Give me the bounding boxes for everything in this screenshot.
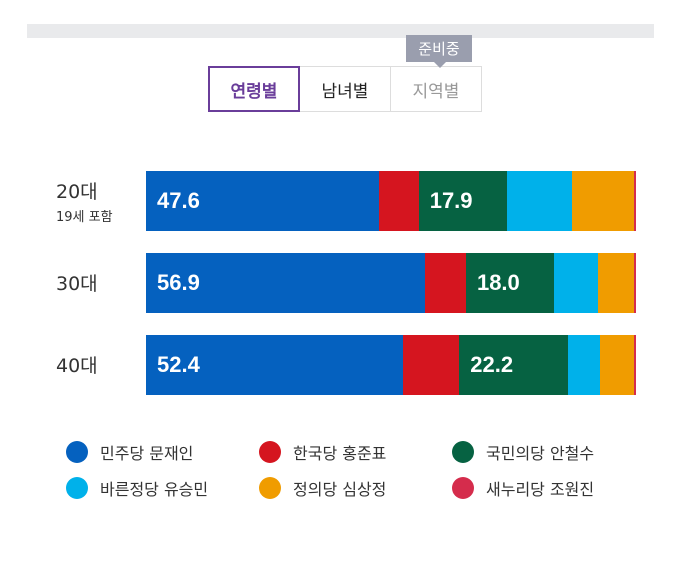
bar-segment xyxy=(379,171,419,231)
category-label: 20대 19세 포함 xyxy=(56,177,113,225)
bar-row: 47.6 17.9 xyxy=(146,171,636,231)
data-label: 22.2 xyxy=(470,352,514,377)
legend-dot-icon xyxy=(452,441,474,463)
legend-dot-icon xyxy=(259,441,281,463)
bar-segment xyxy=(634,253,636,313)
data-label: 52.4 xyxy=(157,352,200,377)
bar-segment xyxy=(403,335,460,395)
bar-segment xyxy=(554,253,599,313)
bar-segment: 22.2 xyxy=(459,335,569,395)
bar-segment xyxy=(424,253,466,313)
legend-item: 바른정당 유승민 xyxy=(66,476,259,500)
coming-soon-tooltip: 준비중 xyxy=(406,35,472,68)
legend-item: 정의당 심상정 xyxy=(259,476,452,500)
bar-segment: 47.6 xyxy=(146,171,380,231)
category-sublabel: 19세 포함 xyxy=(56,210,113,225)
tab-region[interactable]: 지역별 xyxy=(390,66,482,112)
legend-item: 새누리당 조원진 xyxy=(452,476,645,500)
legend-item: 민주당 문재인 xyxy=(66,440,259,464)
legend-dot-icon xyxy=(259,477,281,499)
legend-label: 정의당 심상정 xyxy=(293,480,387,499)
bar-segment xyxy=(598,253,635,313)
bar-segment: 52.4 xyxy=(146,335,404,395)
data-label: 47.6 xyxy=(157,188,200,213)
bar-segment: 17.9 xyxy=(418,171,507,231)
legend-label: 국민의당 안철수 xyxy=(486,444,595,463)
category-name: 30대 xyxy=(56,273,98,295)
category-name: 40대 xyxy=(56,355,98,377)
legend-label: 민주당 문재인 xyxy=(100,444,194,463)
bar-row: 56.9 18.0 xyxy=(146,253,636,313)
category-label: 40대 xyxy=(56,351,98,378)
tab-group: 연령별 남녀별 지역별 xyxy=(208,66,482,112)
bar-segment: 56.9 xyxy=(146,253,425,313)
tab-age[interactable]: 연령별 xyxy=(208,66,300,112)
data-label: 18.0 xyxy=(476,270,520,295)
legend-item: 국민의당 안철수 xyxy=(452,440,645,464)
category-name: 20대 xyxy=(56,181,98,203)
legend-dot-icon xyxy=(66,441,88,463)
bar-segment xyxy=(600,335,634,395)
data-label: 17.9 xyxy=(429,188,473,213)
category-label: 30대 xyxy=(56,269,98,296)
tab-gender[interactable]: 남녀별 xyxy=(299,66,391,112)
bar-segment xyxy=(506,171,572,231)
legend-item: 한국당 홍준표 xyxy=(259,440,452,464)
legend-dot-icon xyxy=(66,477,88,499)
legend-label: 바른정당 유승민 xyxy=(100,480,209,499)
bar-segment: 18.0 xyxy=(465,253,555,313)
bar-segment xyxy=(571,171,635,231)
bar-segment xyxy=(634,171,636,231)
data-label: 56.9 xyxy=(157,270,200,295)
legend-label: 한국당 홍준표 xyxy=(293,444,387,463)
bar-segment xyxy=(568,335,601,395)
top-bar xyxy=(27,24,654,38)
bar-segment xyxy=(634,335,636,395)
legend-label: 새누리당 조원진 xyxy=(486,480,595,499)
legend-dot-icon xyxy=(452,477,474,499)
bar-row: 52.4 22.2 xyxy=(146,335,636,395)
